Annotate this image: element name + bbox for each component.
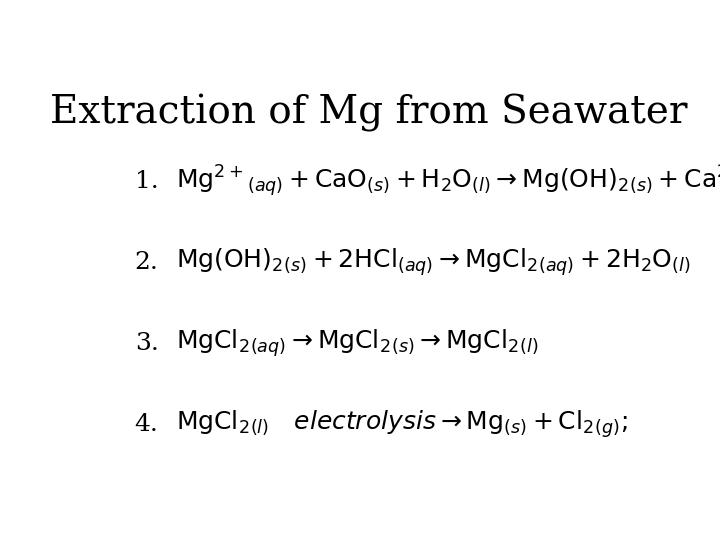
Text: 1.: 1.	[135, 170, 158, 193]
Text: $\mathrm{Mg(OH)_2}_{(s)} + 2\mathrm{HCl}_{(aq)} \rightarrow \mathrm{MgCl_2}_{(aq: $\mathrm{Mg(OH)_2}_{(s)} + 2\mathrm{HCl}…	[176, 246, 691, 278]
Text: Extraction of Mg from Seawater: Extraction of Mg from Seawater	[50, 94, 688, 132]
Text: $\mathrm{MgCl_2}_{(l)} \quad \mathit{electrolysis} \rightarrow \mathrm{Mg}_{(s)}: $\mathrm{MgCl_2}_{(l)} \quad \mathit{ele…	[176, 409, 628, 440]
Text: $\mathrm{MgCl_2}_{(aq)} \rightarrow \mathrm{MgCl_2}_{(s)} \rightarrow \mathrm{Mg: $\mathrm{MgCl_2}_{(aq)} \rightarrow \mat…	[176, 328, 539, 359]
Text: $\mathrm{Mg}^{2+}{}_{(aq)} + \mathrm{CaO}_{(s)} + \mathrm{H_2O}_{(l)} \rightarro: $\mathrm{Mg}^{2+}{}_{(aq)} + \mathrm{CaO…	[176, 163, 720, 199]
Text: 3.: 3.	[135, 332, 158, 355]
Text: 4.: 4.	[135, 413, 158, 436]
Text: 2.: 2.	[135, 251, 158, 274]
